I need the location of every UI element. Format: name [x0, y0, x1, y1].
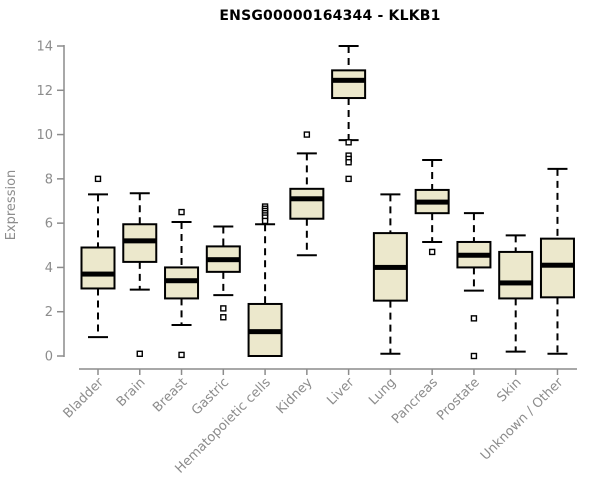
box-lung	[372, 193, 408, 355]
svg-text:Lung: Lung	[366, 375, 399, 408]
box-hematopoietic-cells	[247, 203, 283, 358]
outlier-point	[303, 131, 311, 138]
y-tick-label: 0	[45, 350, 53, 365]
box-gastric	[205, 225, 241, 321]
y-axis: 0 2 4 6 8 10 12 14	[36, 40, 65, 365]
box-breast	[164, 208, 200, 359]
outlier-point	[261, 217, 269, 225]
median-line	[290, 196, 324, 202]
box-unknown-other	[539, 167, 575, 355]
median-line	[123, 238, 157, 244]
median-line	[248, 329, 282, 335]
iqr-box	[331, 69, 367, 100]
outlier-point	[220, 305, 227, 312]
y-tick-label: 8	[45, 172, 53, 187]
x-category-label: Liver	[324, 375, 358, 409]
median-line	[540, 262, 574, 268]
y-tick-label: 12	[36, 84, 53, 99]
outlier-point	[136, 350, 143, 357]
median-line	[332, 77, 366, 83]
svg-text:Bladder: Bladder	[61, 375, 108, 422]
iqr-box	[539, 237, 575, 299]
box-brain	[122, 192, 158, 357]
svg-text:Unknown / Other: Unknown / Other	[478, 375, 567, 464]
svg-text:Skin: Skin	[494, 375, 524, 405]
iqr-box	[289, 187, 325, 220]
outlier-point	[94, 175, 102, 183]
box-liver	[331, 45, 367, 183]
x-category-label: Brain	[114, 375, 149, 410]
median-line	[165, 278, 199, 284]
box-prostate	[456, 212, 492, 360]
outlier-point	[178, 208, 185, 216]
x-category-label: Pancreas	[389, 375, 441, 427]
x-category-label: Lung	[366, 375, 399, 408]
median-line	[457, 252, 491, 258]
y-tick-label: 14	[36, 40, 53, 55]
x-category-label: Breast	[150, 375, 190, 415]
x-category-label: Bladder	[61, 375, 108, 422]
median-line	[81, 271, 115, 277]
chart-title: ENSG00000164344 - KLKB1	[219, 8, 441, 24]
box-skin	[498, 234, 534, 353]
y-tick-label: 10	[36, 128, 53, 143]
y-tick-label: 4	[45, 261, 53, 276]
iqr-box	[80, 246, 116, 290]
svg-text:Pancreas: Pancreas	[389, 375, 441, 427]
median-line	[415, 199, 449, 205]
median-line	[499, 280, 533, 286]
outlier-point	[470, 315, 478, 322]
outlier-point	[178, 351, 185, 359]
outlier-point	[345, 139, 352, 146]
median-line	[206, 257, 240, 263]
svg-text:Liver: Liver	[324, 375, 358, 409]
svg-text:Kidney: Kidney	[274, 375, 316, 417]
median-line	[373, 264, 407, 270]
outlier-point	[345, 159, 352, 166]
svg-text:Breast: Breast	[150, 375, 190, 415]
outlier-point	[220, 314, 227, 321]
y-tick-label: 6	[45, 217, 53, 232]
outlier-point	[428, 248, 436, 256]
x-category-label: Skin	[494, 375, 524, 405]
outlier-point	[345, 175, 352, 183]
box-pancreas	[414, 159, 450, 256]
iqr-box	[498, 250, 534, 300]
y-tick-label: 2	[45, 305, 53, 320]
x-category-label: Unknown / Other	[478, 375, 567, 464]
svg-text:Prostate: Prostate	[434, 375, 482, 423]
x-category-label: Kidney	[274, 375, 316, 417]
x-category-label: Prostate	[434, 375, 482, 423]
box-bladder	[80, 175, 116, 339]
box-kidney	[289, 131, 325, 257]
svg-text:Brain: Brain	[114, 375, 149, 410]
outlier-point	[470, 352, 478, 360]
